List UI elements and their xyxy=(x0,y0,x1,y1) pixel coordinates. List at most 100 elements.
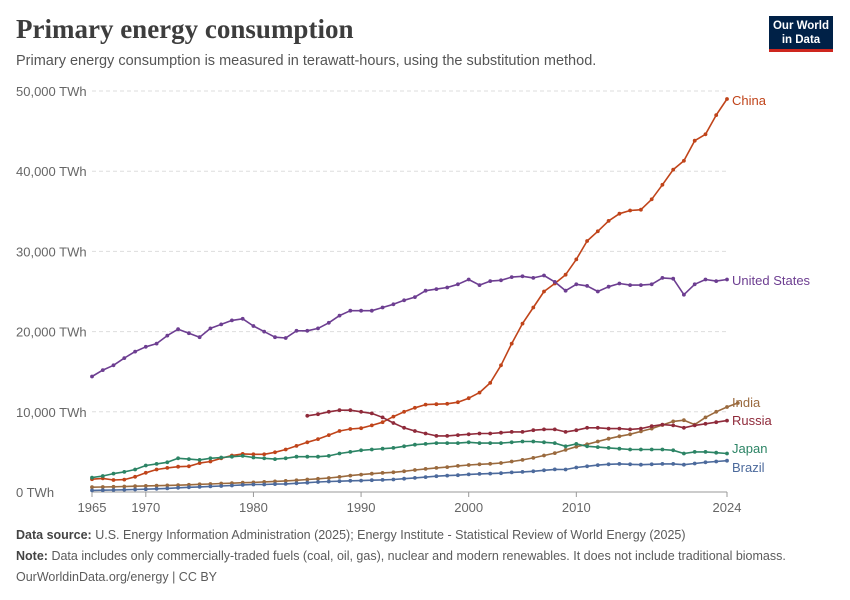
data-point xyxy=(520,458,525,462)
data-point xyxy=(703,277,708,282)
data-point xyxy=(219,455,224,460)
owid-logo[interactable]: Our World in Data xyxy=(769,16,833,52)
data-point xyxy=(456,473,460,478)
data-point xyxy=(606,284,611,289)
data-point xyxy=(477,441,482,445)
data-point xyxy=(682,292,686,297)
x-tick-label: 2024 xyxy=(713,500,742,515)
data-point xyxy=(703,450,708,454)
data-point xyxy=(735,401,740,405)
data-point xyxy=(682,158,686,163)
data-point xyxy=(477,283,482,287)
data-point xyxy=(337,451,342,456)
data-point xyxy=(337,408,342,413)
data-point xyxy=(154,486,159,491)
data-point xyxy=(466,277,471,282)
data-point xyxy=(402,444,406,449)
data-point xyxy=(305,477,310,482)
data-point xyxy=(520,321,525,326)
data-point xyxy=(531,439,536,444)
data-point xyxy=(488,381,493,385)
data-point xyxy=(348,427,353,431)
data-point xyxy=(380,478,385,482)
data-point xyxy=(143,463,148,468)
data-point xyxy=(574,428,579,433)
data-point xyxy=(456,441,460,445)
data-point xyxy=(187,485,191,490)
data-point xyxy=(133,474,138,479)
data-point xyxy=(111,484,116,489)
series-united-states[interactable] xyxy=(90,273,729,379)
series-india[interactable] xyxy=(90,401,740,490)
data-point xyxy=(413,429,417,433)
data-point xyxy=(197,461,202,465)
data-point xyxy=(316,412,320,417)
data-point xyxy=(316,476,320,481)
data-point xyxy=(133,467,138,472)
x-axis-ticks: 1965 1970 1980 1990 2000 2010 2024 xyxy=(78,492,742,515)
data-point xyxy=(660,276,665,280)
credit-link[interactable]: OurWorldinData.org/energy | CC BY xyxy=(16,570,218,584)
series-label: United States xyxy=(732,273,811,288)
data-point xyxy=(445,465,450,469)
data-point xyxy=(595,289,600,294)
data-point xyxy=(552,451,557,455)
data-point xyxy=(628,447,632,452)
logo-line-1: Our World xyxy=(772,20,829,32)
data-point xyxy=(552,467,557,472)
data-point xyxy=(316,437,320,441)
data-point xyxy=(348,450,353,454)
data-point xyxy=(165,486,170,491)
data-point xyxy=(176,485,181,490)
data-point xyxy=(520,439,525,444)
data-point xyxy=(649,462,654,467)
data-point xyxy=(380,471,385,475)
data-point xyxy=(542,440,546,445)
data-point xyxy=(542,273,546,278)
series-russia[interactable] xyxy=(305,408,729,438)
data-point xyxy=(585,425,589,430)
series-china[interactable] xyxy=(90,97,729,482)
data-point xyxy=(240,316,245,321)
series-label: China xyxy=(732,93,767,108)
data-point xyxy=(402,469,406,474)
data-point xyxy=(552,427,557,432)
data-point xyxy=(197,335,202,340)
data-point xyxy=(219,322,224,327)
data-point xyxy=(692,138,697,143)
data-point xyxy=(703,421,708,426)
data-point xyxy=(208,456,213,461)
data-point xyxy=(154,483,159,488)
data-point xyxy=(283,456,288,461)
data-point xyxy=(165,333,170,338)
series-line xyxy=(307,409,728,437)
data-point xyxy=(477,462,482,467)
series-brazil[interactable] xyxy=(90,458,729,493)
y-tick-label: 40,000 TWh xyxy=(16,164,87,179)
data-point xyxy=(488,441,493,445)
data-point xyxy=(509,275,514,279)
data-point xyxy=(111,488,116,492)
data-point xyxy=(413,442,417,447)
data-point xyxy=(445,285,450,290)
data-point xyxy=(208,484,213,489)
data-point xyxy=(509,459,514,464)
data-point xyxy=(660,462,665,466)
data-point xyxy=(316,454,320,459)
data-point xyxy=(617,434,622,439)
data-point xyxy=(262,456,267,461)
data-point xyxy=(725,458,729,463)
series-japan[interactable] xyxy=(90,439,729,480)
data-point xyxy=(509,470,514,475)
data-point xyxy=(197,485,202,489)
data-point xyxy=(305,480,310,485)
data-point xyxy=(703,460,708,465)
data-point xyxy=(703,415,708,420)
data-point xyxy=(90,475,94,480)
data-point xyxy=(595,445,600,449)
data-point xyxy=(165,466,170,470)
data-point xyxy=(423,431,428,436)
data-point xyxy=(369,411,374,416)
data-point xyxy=(337,475,342,479)
